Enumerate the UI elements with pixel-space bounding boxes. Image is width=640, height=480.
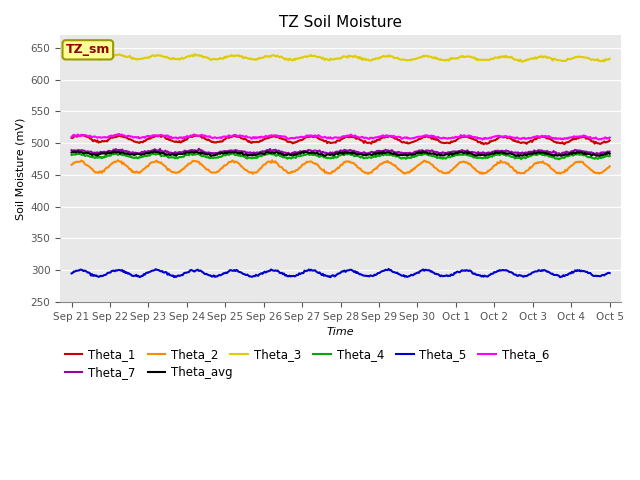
Theta_avg bbox=[510, 152, 518, 157]
Line: Theta_2: Theta_2 bbox=[72, 160, 610, 174]
Theta_avg bbox=[606, 151, 614, 156]
Theta_2 bbox=[328, 170, 335, 176]
Theta_7 bbox=[595, 151, 603, 156]
Theta_4 bbox=[188, 150, 195, 156]
Theta_6 bbox=[510, 135, 518, 141]
Theta_4 bbox=[510, 154, 518, 159]
Theta_4 bbox=[606, 153, 614, 159]
Theta_1 bbox=[595, 141, 603, 146]
Theta_avg bbox=[389, 151, 397, 157]
Theta_2 bbox=[606, 163, 614, 169]
Theta_5 bbox=[328, 273, 335, 279]
Theta_7 bbox=[389, 148, 397, 154]
Theta_2 bbox=[511, 168, 518, 174]
Theta_1 bbox=[479, 141, 487, 147]
Theta_2 bbox=[360, 169, 367, 175]
Theta_7 bbox=[360, 149, 367, 155]
Theta_1 bbox=[68, 135, 76, 141]
Theta_5 bbox=[390, 269, 398, 275]
Theta_5 bbox=[68, 271, 76, 276]
Theta_2 bbox=[390, 163, 398, 168]
Theta_7 bbox=[328, 151, 335, 156]
Theta_1 bbox=[328, 140, 335, 146]
Theta_7 bbox=[510, 150, 518, 156]
Theta_3 bbox=[510, 56, 518, 61]
Text: TZ_sm: TZ_sm bbox=[66, 43, 110, 56]
Theta_1 bbox=[114, 132, 122, 138]
Theta_avg bbox=[328, 151, 335, 157]
Theta_4 bbox=[389, 153, 397, 158]
Theta_3 bbox=[389, 54, 397, 60]
Theta_1 bbox=[511, 137, 518, 143]
Theta_2 bbox=[324, 170, 332, 176]
Theta_avg bbox=[515, 153, 523, 159]
Theta_4 bbox=[555, 156, 563, 162]
Theta_5 bbox=[360, 273, 367, 278]
Theta_6 bbox=[360, 135, 367, 141]
Theta_3 bbox=[191, 51, 198, 57]
Theta_1 bbox=[324, 139, 332, 145]
Theta_avg bbox=[151, 148, 159, 154]
Theta_avg bbox=[68, 150, 76, 156]
Theta_7 bbox=[68, 147, 76, 153]
Theta_6 bbox=[389, 134, 397, 140]
Theta_4 bbox=[324, 155, 332, 161]
Theta_3 bbox=[518, 59, 526, 65]
Theta_5 bbox=[326, 275, 334, 280]
Theta_avg bbox=[324, 152, 332, 157]
Theta_6 bbox=[328, 135, 335, 141]
Theta_5 bbox=[323, 273, 331, 279]
X-axis label: Time: Time bbox=[327, 327, 355, 337]
Theta_4 bbox=[328, 155, 335, 161]
Theta_avg bbox=[595, 153, 603, 158]
Theta_6 bbox=[68, 134, 76, 140]
Theta_3 bbox=[328, 57, 335, 62]
Theta_4 bbox=[360, 156, 367, 161]
Theta_7 bbox=[606, 149, 614, 155]
Theta_2 bbox=[595, 171, 603, 177]
Theta_3 bbox=[324, 57, 332, 63]
Theta_6 bbox=[324, 134, 332, 140]
Line: Theta_3: Theta_3 bbox=[72, 54, 610, 62]
Theta_5 bbox=[385, 266, 392, 272]
Line: Theta_avg: Theta_avg bbox=[72, 151, 610, 156]
Line: Theta_1: Theta_1 bbox=[72, 135, 610, 144]
Theta_3 bbox=[595, 58, 603, 64]
Line: Theta_7: Theta_7 bbox=[72, 149, 610, 155]
Line: Theta_4: Theta_4 bbox=[72, 153, 610, 159]
Theta_1 bbox=[606, 137, 614, 143]
Theta_3 bbox=[68, 54, 76, 60]
Theta_1 bbox=[360, 140, 367, 146]
Theta_7 bbox=[195, 146, 203, 152]
Theta_7 bbox=[557, 152, 565, 157]
Theta_3 bbox=[606, 56, 614, 61]
Theta_1 bbox=[389, 134, 397, 140]
Theta_2 bbox=[364, 171, 372, 177]
Legend: Theta_7, Theta_avg: Theta_7, Theta_avg bbox=[60, 362, 237, 384]
Theta_7 bbox=[324, 151, 332, 156]
Theta_5 bbox=[595, 273, 603, 279]
Theta_6 bbox=[115, 131, 123, 137]
Theta_avg bbox=[360, 152, 367, 158]
Theta_4 bbox=[68, 152, 76, 158]
Y-axis label: Soil Moisture (mV): Soil Moisture (mV) bbox=[15, 118, 25, 220]
Theta_6 bbox=[606, 135, 614, 141]
Theta_3 bbox=[360, 56, 367, 61]
Theta_5 bbox=[511, 272, 518, 277]
Title: TZ Soil Moisture: TZ Soil Moisture bbox=[279, 15, 402, 30]
Theta_6 bbox=[595, 137, 603, 143]
Theta_5 bbox=[606, 270, 614, 276]
Line: Theta_5: Theta_5 bbox=[72, 269, 610, 277]
Theta_6 bbox=[594, 136, 602, 142]
Theta_4 bbox=[595, 155, 603, 161]
Line: Theta_6: Theta_6 bbox=[72, 134, 610, 140]
Theta_2 bbox=[114, 157, 122, 163]
Theta_2 bbox=[68, 162, 76, 168]
